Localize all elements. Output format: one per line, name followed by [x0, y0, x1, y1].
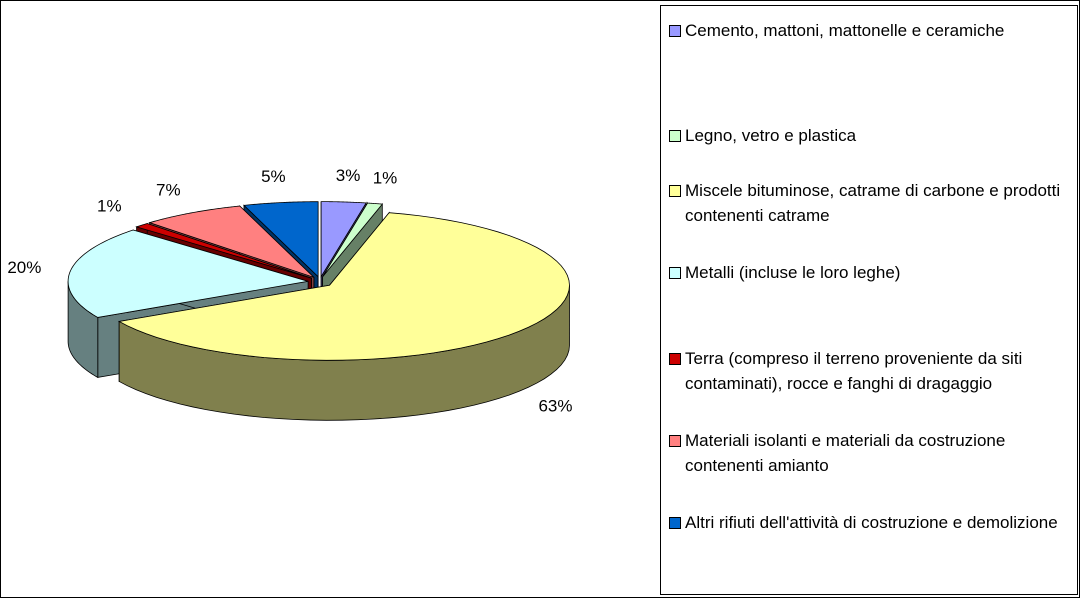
legend-item: Materiali isolanti e materiali da costru…: [669, 428, 1074, 478]
slice-top: [135, 223, 312, 279]
legend-label: Legno, vetro e plastica: [685, 126, 857, 145]
legend-item: Legno, vetro e plastica: [669, 123, 1074, 148]
data-label: 63%: [538, 396, 572, 415]
slice-top: [117, 212, 570, 361]
legend-swatch: [669, 185, 681, 197]
slice-top: [148, 205, 315, 278]
legend-label: Materiali isolanti e materiali da costru…: [685, 431, 1006, 475]
slice-top: [243, 201, 319, 278]
legend-item: Miscele bituminose, catrame di carbone e…: [669, 178, 1074, 228]
legend-swatch: [669, 25, 681, 37]
legend-label: Altri rifiuti dell'attività di costruzio…: [685, 513, 1058, 532]
data-label: 7%: [156, 180, 181, 199]
pie-area: 3% 1% 63% 20% 1% 7% 5%: [7, 166, 572, 421]
data-label: 1%: [373, 168, 398, 187]
data-label: 20%: [7, 258, 41, 277]
data-label: 1%: [97, 197, 122, 216]
slice-top: [320, 201, 367, 279]
slice-top: [67, 229, 309, 318]
legend-label: Metalli (incluse le loro leghe): [685, 263, 901, 282]
legend-item: Metalli (incluse le loro leghe): [669, 260, 1074, 285]
legend-swatch: [669, 130, 681, 142]
data-label: 3%: [336, 166, 361, 185]
legend-item: Altri rifiuti dell'attività di costruzio…: [669, 510, 1074, 535]
legend-swatch: [669, 435, 681, 447]
legend-label: Terra (compreso il terreno proveniente d…: [685, 349, 1023, 393]
legend-item: Cemento, mattoni, mattonelle e ceramiche: [669, 18, 1074, 43]
legend: Cemento, mattoni, mattonelle e ceramiche…: [660, 5, 1078, 595]
legend-label: Cemento, mattoni, mattonelle e ceramiche: [685, 21, 1005, 40]
data-label: 5%: [261, 167, 286, 186]
slice-top: [322, 202, 384, 277]
legend-item: Terra (compreso il terreno proveniente d…: [669, 346, 1074, 396]
slice: [117, 211, 570, 421]
legend-label: Miscele bituminose, catrame di carbone e…: [685, 181, 1061, 225]
legend-swatch: [669, 517, 681, 529]
legend-swatch: [669, 353, 681, 365]
legend-swatch: [669, 267, 681, 279]
